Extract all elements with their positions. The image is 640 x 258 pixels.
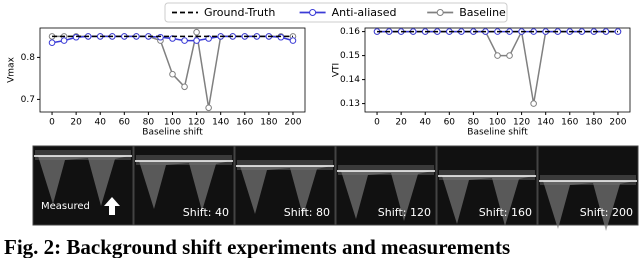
x-tick-label: 180 [260, 118, 277, 128]
image-label: Shift: 120 [378, 206, 431, 219]
point [289, 37, 297, 44]
ultrasound-image: Measured [32, 145, 134, 226]
x-tick-label: 160 [236, 118, 253, 128]
image-label: Shift: 200 [580, 206, 633, 219]
image-texture [136, 155, 232, 165]
point [530, 100, 537, 107]
caption: Fig. 2: Background shift experiments and… [4, 235, 510, 258]
image-label: Shift: 160 [479, 206, 532, 219]
ultrasound-image: Shift: 80 [234, 145, 336, 226]
doppler-wave [38, 156, 129, 206]
x-tick-label: 20 [70, 118, 82, 128]
x-tick-label: 60 [444, 118, 456, 128]
legend-label: Ground-Truth [204, 6, 275, 19]
x-tick-label: 120 [513, 118, 530, 128]
legend-label: Baseline [459, 6, 506, 19]
y-tick-label: 0.8 [21, 53, 36, 63]
legend-marker [309, 9, 317, 16]
ultrasound-image: Shift: 160 [436, 145, 538, 226]
legend-frame [164, 2, 508, 23]
ultrasound-image: Shift: 200 [537, 145, 639, 231]
doppler-wave [240, 166, 331, 216]
y-axis-label: VTI [332, 63, 342, 77]
x-tick-label: 100 [164, 118, 181, 128]
series-line [377, 29, 618, 104]
y-tick-label: 0.13 [340, 99, 360, 109]
image-label: Shift: 40 [183, 206, 229, 219]
point [72, 33, 80, 41]
doppler-wave [139, 161, 230, 211]
point [181, 83, 188, 91]
plot-frame [364, 27, 631, 113]
point [193, 37, 200, 44]
y-tick-label: 0.14 [340, 75, 360, 85]
x-tick-label: 120 [188, 118, 205, 128]
x-tick-label: 20 [395, 118, 407, 128]
image-label: Shift: 80 [284, 206, 330, 219]
point [48, 39, 56, 47]
point [494, 52, 501, 59]
y-axis-label: Vmax [7, 56, 17, 82]
point [506, 52, 513, 59]
x-tick-label: 160 [561, 118, 578, 128]
ultrasound-image: Shift: 120 [335, 145, 437, 226]
legend-label: Anti-aliased [332, 6, 397, 19]
image-texture [540, 175, 636, 185]
x-axis-label: Baseline shift [142, 128, 203, 138]
point [205, 104, 212, 112]
x-tick-label: 180 [585, 118, 602, 128]
x-tick-label: 40 [95, 118, 107, 128]
point [60, 37, 68, 44]
arrow [104, 197, 120, 215]
image-texture [439, 170, 535, 180]
doppler-wave [341, 171, 432, 221]
x-axis-label: Baseline shift [467, 128, 528, 138]
x-tick-label: 40 [420, 118, 432, 128]
y-tick-label: 0.16 [340, 27, 360, 37]
x-tick-label: 0 [374, 118, 380, 128]
series-line [52, 32, 293, 108]
doppler-wave [442, 176, 533, 226]
point [169, 70, 176, 78]
image-texture [338, 165, 434, 175]
point [193, 28, 200, 36]
x-tick-label: 140 [537, 118, 554, 128]
point [277, 33, 285, 41]
y-tick-label: 0.15 [340, 51, 360, 61]
x-tick-label: 200 [609, 118, 626, 128]
ultrasound-image: Shift: 40 [133, 145, 235, 226]
x-tick-label: 100 [489, 118, 506, 128]
x-tick-label: 60 [119, 118, 131, 128]
point [157, 33, 164, 41]
point [181, 37, 188, 44]
x-tick-label: 80 [143, 118, 155, 128]
x-tick-label: 80 [468, 118, 480, 128]
image-label: Measured [41, 201, 90, 212]
x-tick-label: 0 [49, 118, 55, 128]
x-tick-label: 200 [284, 118, 301, 128]
x-tick-label: 140 [212, 118, 229, 128]
doppler-wave [543, 181, 634, 231]
y-tick-label: 0.7 [21, 95, 35, 105]
legend-marker [436, 9, 444, 16]
image-texture [35, 150, 131, 160]
image-texture [237, 160, 333, 170]
